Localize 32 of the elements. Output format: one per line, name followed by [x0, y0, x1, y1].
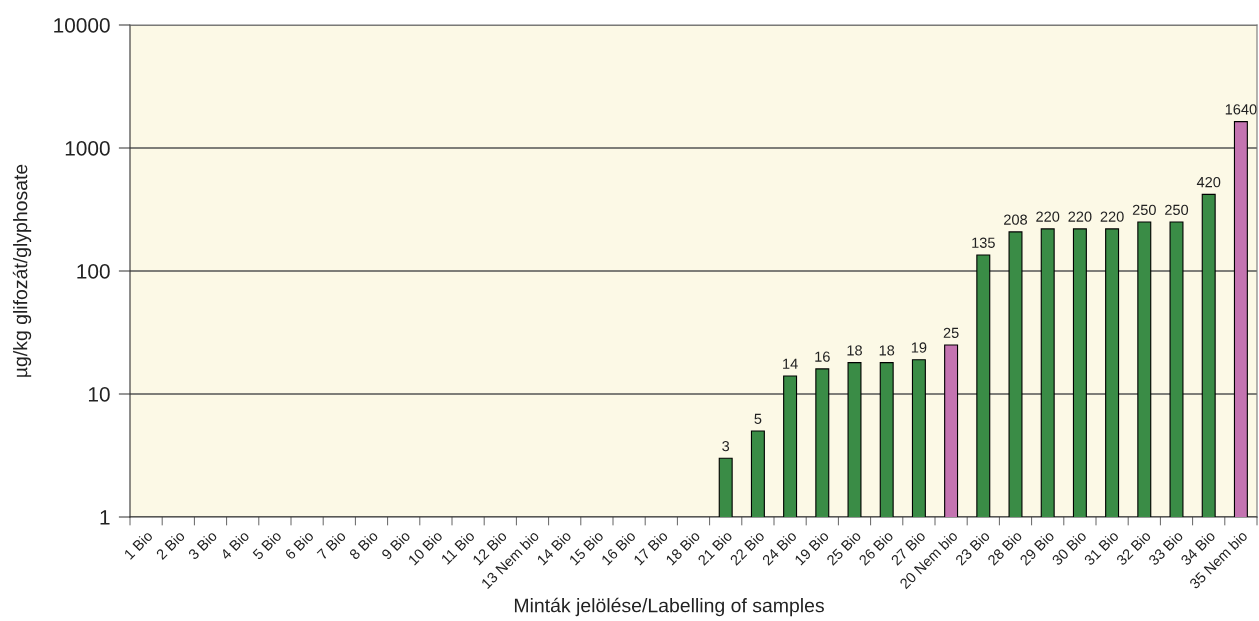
- data-label: 18: [879, 345, 895, 356]
- x-tick-label: 8 Bio: [348, 529, 379, 561]
- data-label: 220: [1068, 211, 1092, 222]
- data-label: 19: [911, 342, 927, 353]
- data-label: 18: [847, 345, 862, 356]
- x-tick-label: 2 Bio: [155, 529, 186, 561]
- x-tick-label: 3 Bio: [187, 529, 218, 561]
- x-axis-title: Minták jelölése/Labelling of samples: [514, 597, 824, 617]
- y-tick-label: 1000: [65, 141, 110, 156]
- y-tick-label: 1: [100, 510, 110, 525]
- data-label: 220: [1036, 211, 1060, 222]
- data-label: 220: [1100, 211, 1124, 222]
- x-tick-label: 5 Bio: [251, 529, 283, 561]
- data-label: 250: [1132, 204, 1156, 215]
- data-label: 3: [722, 440, 730, 452]
- x-tick-label: 1 Bio: [123, 529, 154, 560]
- y-axis-title: µg/kg glifozát/glyphosate: [12, 164, 32, 377]
- data-label: 135: [972, 237, 995, 248]
- data-label: 25: [943, 327, 959, 338]
- data-label: 420: [1196, 176, 1221, 188]
- x-tick-label: 7 Bio: [316, 529, 347, 561]
- y-tick-label: 100: [77, 264, 110, 279]
- x-tick-label: 6 Bio: [284, 529, 315, 561]
- data-label: 250: [1165, 204, 1189, 215]
- y-tick-label: 10000: [54, 18, 110, 33]
- data-label: 1640: [1225, 104, 1257, 115]
- data-label: 208: [1004, 214, 1028, 225]
- data-label: 14: [783, 358, 798, 369]
- x-tick-label: 4 Bio: [219, 529, 250, 561]
- data-label: 5: [754, 413, 762, 424]
- data-label: 16: [815, 351, 830, 362]
- y-tick-label: 10: [88, 387, 110, 402]
